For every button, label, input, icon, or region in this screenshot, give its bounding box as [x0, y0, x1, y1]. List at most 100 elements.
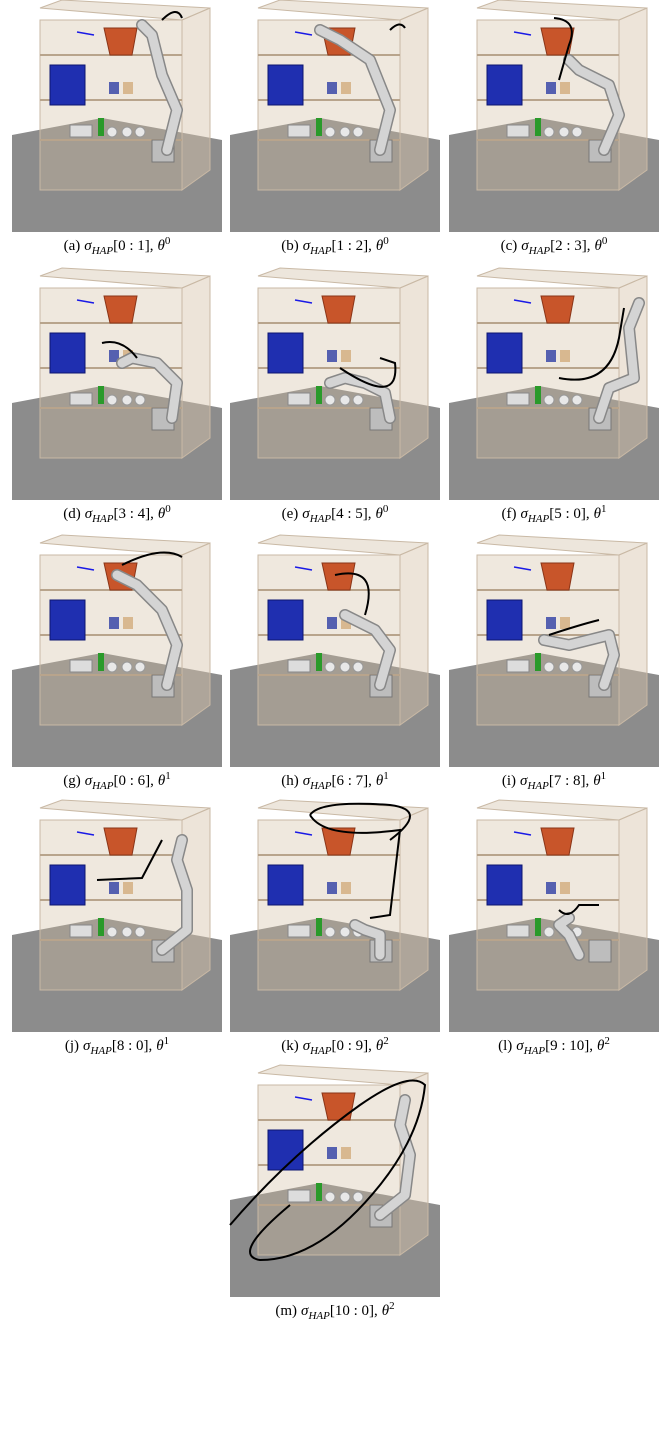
subscript: HAP [523, 1045, 546, 1057]
superscript: 2 [383, 1035, 389, 1047]
caption-label: (j) [65, 1038, 79, 1054]
books [50, 65, 85, 105]
bottle [98, 918, 104, 936]
shelf-side [182, 8, 210, 190]
cup [123, 617, 133, 629]
pan [288, 393, 310, 405]
bowl [122, 927, 132, 937]
panel [230, 535, 440, 767]
bowl [353, 662, 363, 672]
shelf-side [619, 543, 647, 725]
pan [507, 125, 529, 137]
range: [7 : 8] [549, 773, 586, 789]
bowl [353, 127, 363, 137]
bottle [535, 386, 541, 404]
shelf-side [182, 543, 210, 725]
caption-label: (m) [275, 1303, 297, 1319]
bowl [353, 1192, 363, 1202]
subscript: HAP [526, 780, 549, 792]
cup [341, 82, 351, 94]
separator: , [150, 773, 154, 789]
bowl [135, 395, 145, 405]
bowl [572, 127, 582, 137]
caption: (b)σHAP[1 : 2],θ0 [281, 235, 389, 257]
separator: , [586, 773, 590, 789]
range: [9 : 10] [545, 1038, 589, 1054]
caption: (l)σHAP[9 : 10],θ2 [498, 1035, 610, 1057]
bottle [535, 118, 541, 136]
range: [5 : 0] [549, 506, 586, 522]
panel [12, 800, 222, 1032]
subscript: HAP [91, 513, 114, 525]
cup [560, 882, 570, 894]
cup [546, 617, 556, 629]
cup [123, 82, 133, 94]
books [50, 600, 85, 640]
cup [109, 882, 119, 894]
cup [341, 350, 351, 362]
superscript: 1 [601, 770, 607, 782]
pan [70, 925, 92, 937]
books [487, 65, 522, 105]
caption: (a)σHAP[0 : 1],θ0 [64, 235, 171, 257]
shelf-side [400, 276, 428, 458]
pan [507, 660, 529, 672]
caption: (m)σHAP[10 : 0],θ2 [275, 1300, 394, 1322]
separator: , [589, 1038, 593, 1054]
bowl [107, 395, 117, 405]
bowl [559, 395, 569, 405]
bowl [559, 662, 569, 672]
superscript: 2 [389, 1300, 395, 1312]
range: [0 : 6] [114, 773, 151, 789]
bowl [544, 395, 554, 405]
caption-label: (c) [501, 238, 518, 254]
caption-label: (f) [501, 506, 516, 522]
pot [541, 563, 574, 590]
books [268, 65, 303, 105]
pan [507, 925, 529, 937]
subscript: HAP [309, 780, 332, 792]
pan [288, 125, 310, 137]
caption-label: (a) [64, 238, 81, 254]
bowl [340, 395, 350, 405]
pot [104, 28, 137, 55]
caption: (i)σHAP[7 : 8],θ1 [502, 770, 606, 792]
cup [546, 350, 556, 362]
bowl [325, 127, 335, 137]
subscript: HAP [309, 1045, 332, 1057]
separator: , [150, 506, 154, 522]
caption-label: (k) [281, 1038, 299, 1054]
bowl [122, 662, 132, 672]
shelf-side [400, 8, 428, 190]
separator: , [374, 1303, 378, 1319]
caption: (c)σHAP[2 : 3],θ0 [501, 235, 608, 257]
caption: (j)σHAP[8 : 0],θ1 [65, 1035, 169, 1057]
bottle [535, 918, 541, 936]
cup [327, 350, 337, 362]
bowl [544, 662, 554, 672]
pot [322, 1093, 355, 1120]
shelf-side [182, 276, 210, 458]
bowl [340, 927, 350, 937]
books [50, 865, 85, 905]
bowl [107, 127, 117, 137]
pot [541, 28, 574, 55]
cup [560, 82, 570, 94]
cup [560, 617, 570, 629]
panel [12, 535, 222, 767]
pot [541, 828, 574, 855]
bowl [572, 662, 582, 672]
range: [2 : 3] [550, 238, 587, 254]
bottle [535, 653, 541, 671]
caption: (g)σHAP[0 : 6],θ1 [63, 770, 171, 792]
bowl [353, 395, 363, 405]
caption-label: (g) [63, 773, 81, 789]
separator: , [368, 238, 372, 254]
books [487, 333, 522, 373]
shelf-side [619, 808, 647, 990]
caption-label: (d) [63, 506, 81, 522]
cup [560, 350, 570, 362]
cup [341, 1147, 351, 1159]
bowl [135, 127, 145, 137]
bowl [107, 927, 117, 937]
